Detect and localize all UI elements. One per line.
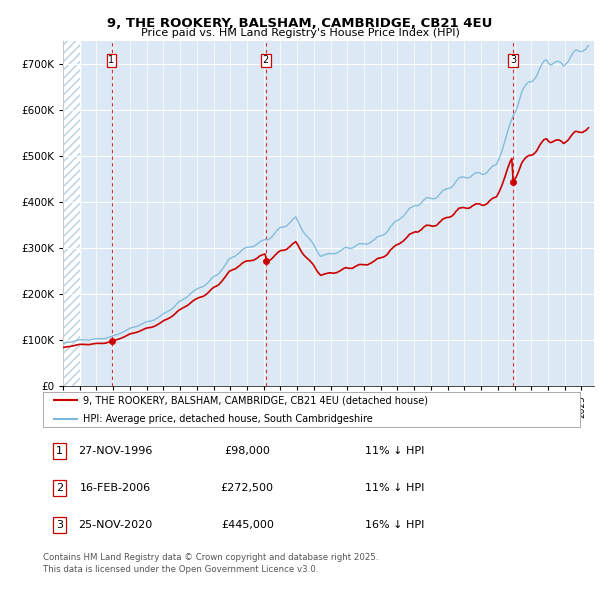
Text: 27-NOV-1996: 27-NOV-1996 (79, 446, 153, 456)
Text: 11% ↓ HPI: 11% ↓ HPI (365, 483, 425, 493)
Text: Contains HM Land Registry data © Crown copyright and database right 2025.
This d: Contains HM Land Registry data © Crown c… (43, 553, 379, 574)
Text: 11% ↓ HPI: 11% ↓ HPI (365, 446, 425, 456)
Bar (63, 41, 80, 386)
Text: 2: 2 (56, 483, 63, 493)
Text: HPI: Average price, detached house, South Cambridgeshire: HPI: Average price, detached house, Sout… (83, 414, 373, 424)
Text: 16% ↓ HPI: 16% ↓ HPI (365, 520, 425, 530)
Text: Price paid vs. HM Land Registry's House Price Index (HPI): Price paid vs. HM Land Registry's House … (140, 28, 460, 38)
Text: 16-FEB-2006: 16-FEB-2006 (80, 483, 151, 493)
Text: 25-NOV-2020: 25-NOV-2020 (79, 520, 153, 530)
Text: 9, THE ROOKERY, BALSHAM, CAMBRIDGE, CB21 4EU (detached house): 9, THE ROOKERY, BALSHAM, CAMBRIDGE, CB21… (83, 395, 428, 405)
Text: 1: 1 (56, 446, 63, 456)
Text: 2: 2 (263, 55, 269, 65)
Text: £98,000: £98,000 (224, 446, 270, 456)
Text: £272,500: £272,500 (221, 483, 274, 493)
Text: £445,000: £445,000 (221, 520, 274, 530)
Text: 9, THE ROOKERY, BALSHAM, CAMBRIDGE, CB21 4EU: 9, THE ROOKERY, BALSHAM, CAMBRIDGE, CB21… (107, 17, 493, 30)
Text: 3: 3 (510, 55, 516, 65)
Bar (63, 41, 80, 386)
Text: 3: 3 (56, 520, 63, 530)
Text: 1: 1 (109, 55, 115, 65)
